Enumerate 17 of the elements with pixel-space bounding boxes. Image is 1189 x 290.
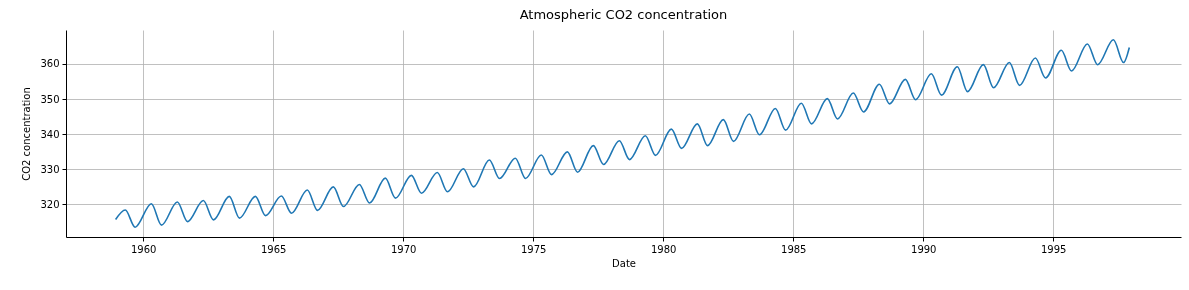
x-tick-label: 1960 [130,243,157,255]
x-tick-label: 1975 [520,243,547,255]
y-axis-title: CO2 concentration [21,87,33,181]
x-tick-label: 1980 [650,243,677,255]
y-tick-label: 350 [40,93,60,105]
x-tick-label: 1970 [390,243,417,255]
x-tick-label: 1965 [261,243,287,255]
x-tick-label: 1995 [1040,243,1067,255]
y-tick-label: 330 [40,163,60,175]
x-tick-label: 1985 [781,243,807,255]
y-tick-label: 320 [40,198,60,210]
y-tick-label: 340 [40,128,60,140]
x-axis-title: Date [612,257,636,269]
x-tick-label: 1990 [911,243,937,255]
line-series [114,39,1131,228]
chart-title: Atmospheric CO2 concentration [519,7,728,22]
y-tick-label: 360 [40,58,60,70]
